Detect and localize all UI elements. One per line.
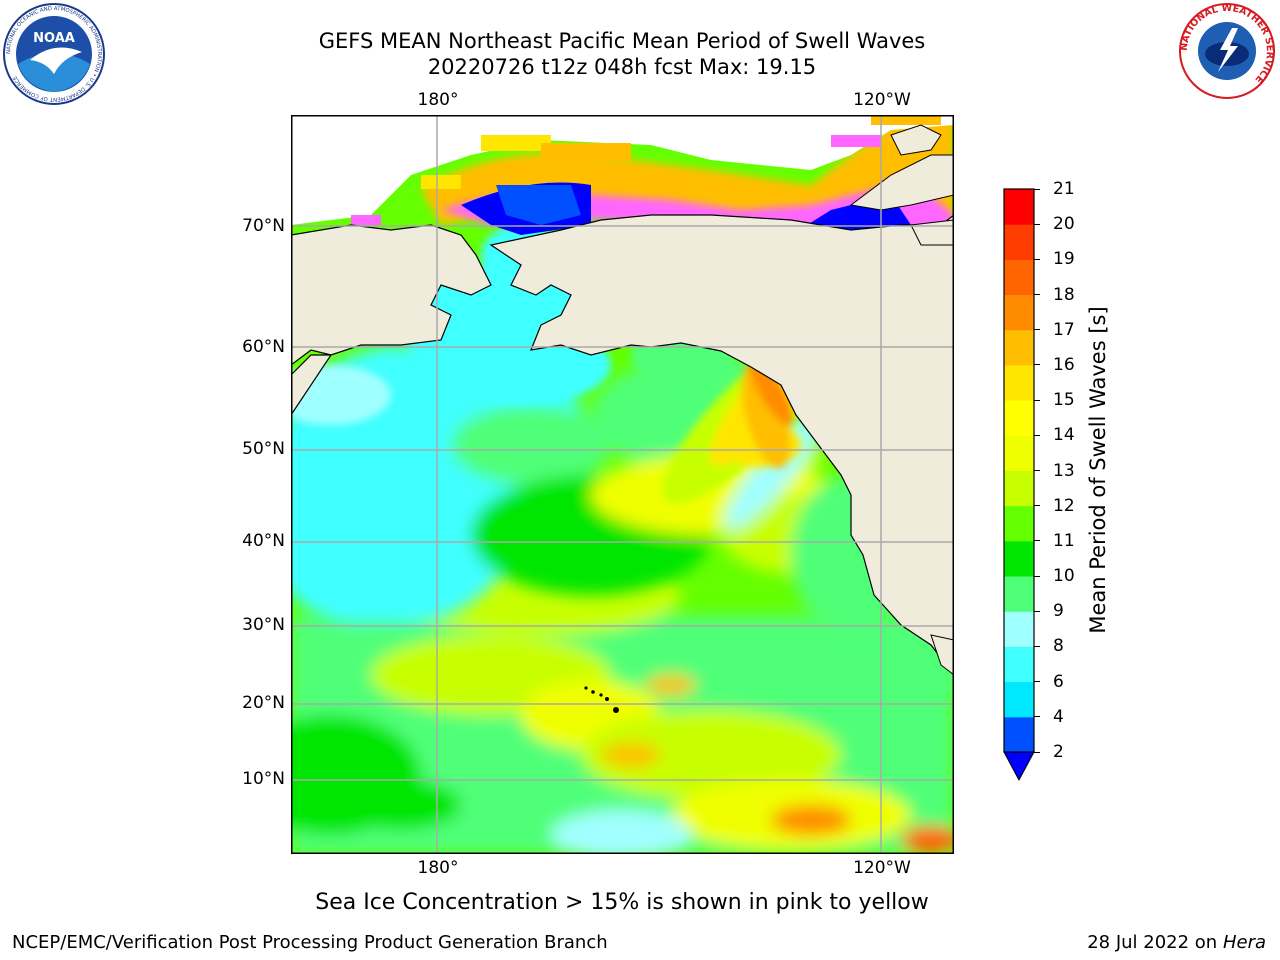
colorbar-tick-mark [1034, 258, 1040, 260]
colorbar-tick-mark [1034, 505, 1040, 507]
colorbar-tick-mark [1034, 751, 1040, 753]
colorbar-tick-mark [1034, 434, 1040, 436]
colorbar-tick-mark [1034, 716, 1040, 718]
colorbar-tick-mark [1034, 610, 1040, 612]
colorbar-swatch [1004, 329, 1034, 366]
colorbar-swatch [1004, 470, 1034, 507]
colorbar-tick-mark [1034, 294, 1040, 296]
colorbar-tick-label: 13 [1053, 460, 1075, 481]
noaa-logo: NATIONAL OCEANIC AND ATMOSPHERIC ADMINIS… [3, 3, 105, 105]
land [291, 214, 954, 676]
colorbar-tick-label: 15 [1053, 390, 1075, 411]
colorbar-tick-mark [1034, 575, 1040, 577]
colorbar-tick-mark [1034, 188, 1040, 190]
lon-label-120w-top: 120°W [853, 90, 911, 110]
colorbar-swatch [1004, 611, 1034, 647]
colorbar-tick-label: 11 [1053, 530, 1075, 551]
sea-ice-note: Sea Ice Concentration > 15% is shown in … [315, 890, 929, 915]
arctic-no-data [291, 115, 954, 225]
colorbar-swatch [1004, 435, 1034, 471]
lat-label-10n: 10°N [242, 769, 285, 789]
colorbar-swatch [1004, 540, 1034, 577]
lat-label-70n: 70°N [242, 216, 285, 236]
colorbar-tick-label: 19 [1053, 249, 1075, 270]
colorbar-tick-mark [1034, 364, 1040, 366]
colorbar-tick-label: 9 [1053, 601, 1064, 622]
gridlines [291, 115, 954, 854]
colorbar-extend-low [1003, 751, 1035, 782]
map-frame [291, 115, 954, 854]
colorbar-tick-label: 4 [1053, 706, 1064, 727]
colorbar [1003, 188, 1035, 782]
colorbar-swatch [1004, 364, 1034, 401]
colorbar-tick-label: 21 [1053, 179, 1075, 199]
colorbar-swatch [1004, 576, 1034, 612]
colorbar-swatch [1004, 400, 1034, 436]
hawaiian-islands [584, 686, 619, 713]
colorbar-tick-label: 14 [1053, 425, 1075, 446]
swell-period-map [291, 115, 954, 854]
lon-label-120w-bottom: 120°W [853, 858, 911, 878]
footer-date: 28 Jul 2022 on Hera [1087, 932, 1266, 953]
footer-host: Hera [1222, 932, 1266, 953]
colorbar-tick-mark [1034, 681, 1040, 683]
colorbar-tick-mark [1034, 223, 1040, 225]
sea-ice-spots [351, 115, 941, 225]
lat-label-50n: 50°N [242, 439, 285, 459]
colorbar-tick-label: 6 [1053, 671, 1064, 692]
colorbar-swatch [1004, 259, 1034, 296]
lon-label-180-bottom: 180° [417, 858, 459, 878]
colorbar-swatch [1004, 189, 1034, 225]
colorbar-tick-mark [1034, 329, 1040, 331]
southern-swell-field [291, 555, 954, 854]
colorbar-tick-label: 17 [1053, 319, 1075, 340]
colorbar-swatch [1004, 681, 1034, 718]
colorbar-tick-label: 2 [1053, 742, 1064, 762]
lat-label-40n: 40°N [242, 531, 285, 551]
colorbar-tick-mark [1034, 540, 1040, 542]
colorbar-swatch [1004, 294, 1034, 331]
colorbar-swatch [1004, 646, 1034, 683]
lat-label-20n: 20°N [242, 693, 285, 713]
colorbar-label: Mean Period of Swell Waves [s] [1086, 306, 1110, 634]
chart-title: GEFS MEAN Northeast Pacific Mean Period … [318, 29, 926, 53]
colorbar-tick-label: 20 [1053, 214, 1075, 235]
colorbar-tick-label: 12 [1053, 495, 1075, 516]
colorbar-tick-mark [1034, 399, 1040, 401]
noaa-logo-text: NOAA [33, 31, 75, 46]
lon-label-180-top: 180° [417, 90, 459, 110]
colorbar-swatch [1004, 716, 1034, 753]
colorbar-swatch [1004, 224, 1034, 260]
colorbar-tick-label: 10 [1053, 566, 1075, 587]
baja-california [930, 634, 954, 676]
lat-label-60n: 60°N [242, 337, 285, 357]
colorbar-tick-label: 16 [1053, 354, 1075, 375]
colorbar-tick-label: 8 [1053, 636, 1064, 657]
nws-logo: NATIONAL WEATHER SERVICE [1179, 3, 1275, 99]
colorbar-tick-mark [1034, 470, 1040, 471]
footer-credit: NCEP/EMC/Verification Post Processing Pr… [12, 932, 608, 953]
colorbar-tick-label: 18 [1053, 284, 1075, 305]
colorbar-tick-mark [1034, 645, 1040, 647]
chart-subtitle: 20220726 t12z 048h fcst Max: 19.15 [427, 55, 817, 79]
colorbar-swatch [1004, 505, 1034, 542]
lat-label-30n: 30°N [242, 615, 285, 635]
